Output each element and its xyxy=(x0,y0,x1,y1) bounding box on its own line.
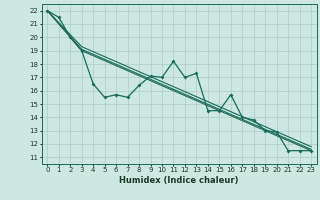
X-axis label: Humidex (Indice chaleur): Humidex (Indice chaleur) xyxy=(119,176,239,185)
